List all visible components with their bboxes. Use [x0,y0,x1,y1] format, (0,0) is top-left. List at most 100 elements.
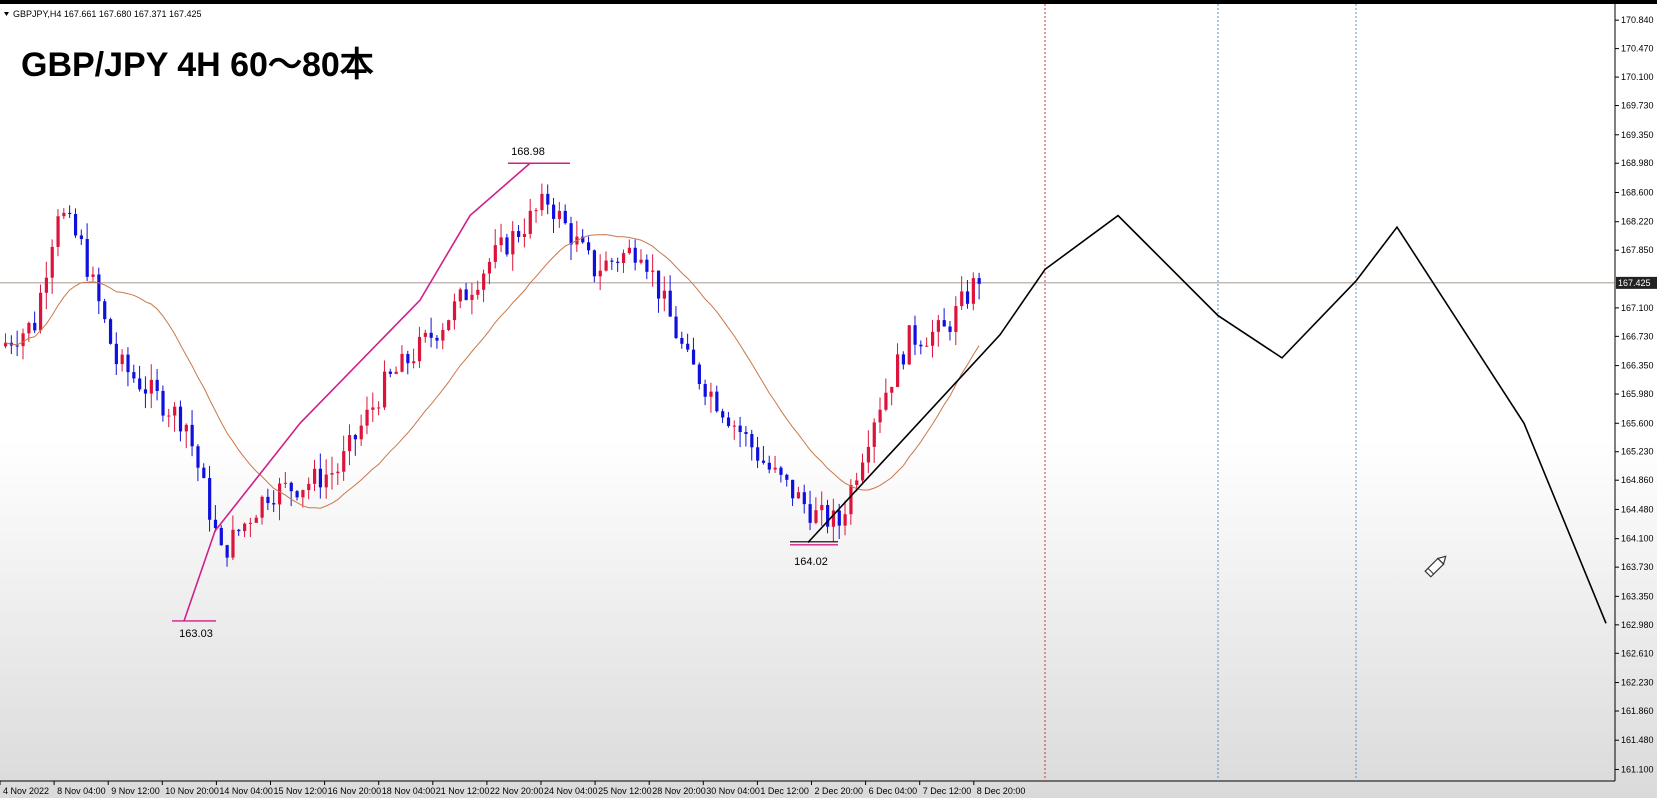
candle-body [540,193,544,211]
candle-body [243,523,247,532]
candle-body [190,424,194,447]
candle-body [347,435,352,452]
candle-body [441,329,445,341]
price-tag-label: 167.425 [1618,278,1651,288]
price-tick-label: 161.860 [1621,706,1654,716]
candle-body [872,422,876,447]
candle-body [371,407,375,410]
candle-body [890,386,894,393]
time-tick-label: 18 Nov 04:00 [382,786,436,796]
price-tick-label: 166.730 [1621,331,1654,341]
dropdown-triangle-icon[interactable] [4,12,9,16]
candle-body [796,492,801,499]
candle-body [429,332,433,338]
candle-body [126,354,130,373]
candle-body [936,320,940,332]
price-tick-label: 165.230 [1621,447,1654,457]
candle-body [254,517,258,523]
price-tick-label: 161.480 [1621,735,1654,745]
candle-body [604,260,608,271]
price-tick-label: 169.730 [1621,101,1654,111]
time-tick-label: 25 Nov 12:00 [598,786,652,796]
candle-body [417,336,422,362]
candle-body [849,484,853,515]
price-tick-label: 162.610 [1621,648,1654,658]
candle-body [38,292,43,331]
candle-body [831,510,836,527]
candle-body [272,503,276,505]
candle-body [4,342,8,347]
candle-body [785,474,789,480]
candle-body [458,289,462,302]
annotation-label: 168.98 [511,146,545,158]
price-tick-label: 165.980 [1621,389,1654,399]
candle-body [213,519,218,528]
candle-body [85,238,89,277]
price-tick-label: 170.100 [1621,72,1654,82]
candle-body [651,270,655,272]
candle-body [901,354,906,365]
candle-body [79,235,83,239]
candle-body [977,278,981,284]
candle-body [621,253,626,264]
candle-body [464,289,468,300]
candle-body [557,210,562,219]
projection-path[interactable] [807,214,1607,624]
moving-average-line [5,234,980,509]
candle-body [21,333,25,347]
price-tick-label: 162.980 [1621,620,1654,630]
price-axis[interactable]: 170.840 170.470 170.100 169.730 169.350 168.9… [1615,15,1654,774]
time-axis[interactable]: 4 Nov 2022 8 Nov 04:00 9 Nov 12:00 10 Nov 2… [0,781,1025,796]
candle-body [942,320,946,327]
trendline-uptrend[interactable] [183,162,531,622]
candle-body [674,316,678,339]
candle-body [161,390,165,416]
candle-body [738,425,742,433]
candle-body [406,353,410,364]
candle-body [878,409,882,423]
candle-body [33,322,37,331]
candle-body [15,345,19,347]
candle-body [668,290,672,317]
candle-body [971,278,975,304]
candle-body [68,212,72,215]
annotation-label: 164.02 [794,556,828,568]
time-tick-label: 9 Nov 12:00 [111,786,160,796]
chart-canvas[interactable]: 170.840 170.470 170.100 169.730 169.350 168.9… [0,4,1657,798]
candle-body [639,259,643,263]
candle-body [645,259,649,272]
candle-body [913,325,917,345]
candle-body [843,514,847,526]
candle-body [470,294,474,300]
candle-body [592,250,597,277]
candle-body [826,504,830,527]
price-tick-label: 165.600 [1621,418,1654,428]
candle-body [703,383,707,397]
candle-body [248,522,253,524]
plot-background [0,4,1657,798]
candle-body [324,474,328,488]
price-tick-label: 167.100 [1621,303,1654,313]
candle-body [394,371,398,374]
candle-body [791,479,795,499]
candle-body [447,320,451,330]
time-tick-label: 28 Nov 20:00 [652,786,706,796]
price-tick-label: 170.470 [1621,44,1654,54]
candle-body [721,411,725,418]
pencil-cursor-icon [1424,555,1447,578]
candle-body [482,273,486,290]
candle-body [202,467,206,478]
candle-body [173,406,177,416]
time-tick-label: 14 Nov 04:00 [219,786,273,796]
candle-body [726,417,731,427]
candle-body [802,492,806,505]
candle-body [44,277,49,293]
candle-body [919,344,923,347]
price-tag-box [1616,276,1657,289]
candle-body [855,480,859,485]
candle-body [680,338,684,344]
symbol-info: GBPJPY,H4 167.661 167.680 167.371 167.42… [13,9,202,19]
time-tick-label: 15 Nov 12:00 [274,786,328,796]
time-tick-label: 21 Nov 12:00 [436,786,490,796]
